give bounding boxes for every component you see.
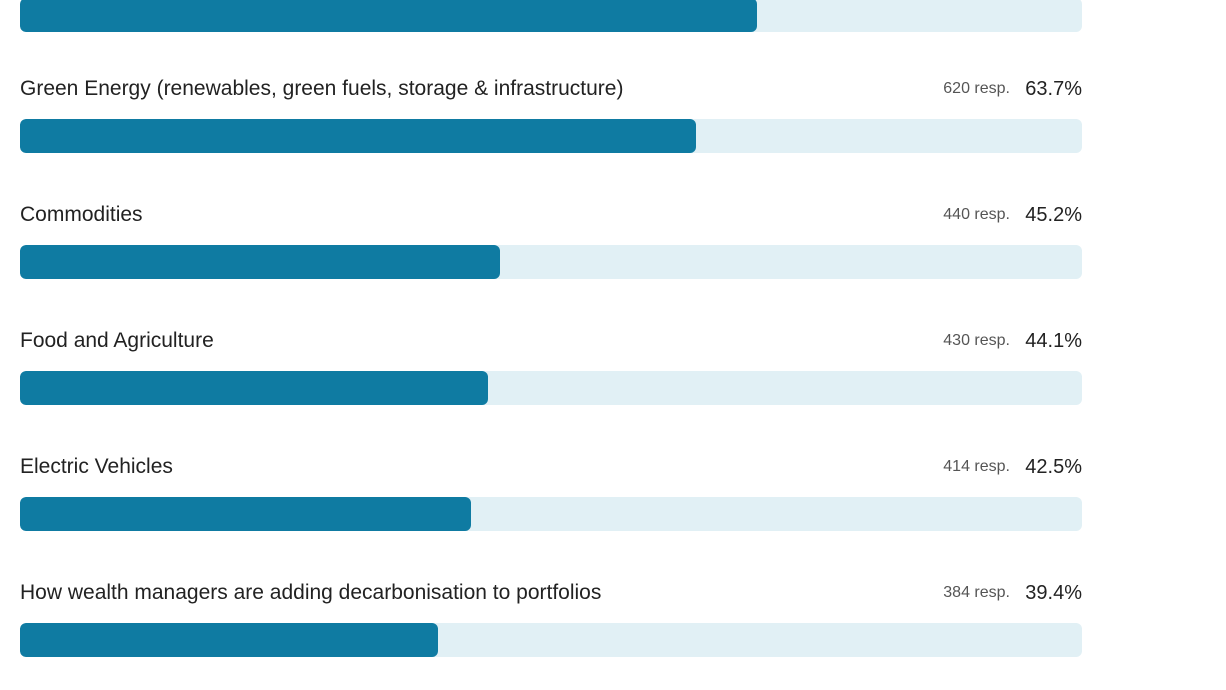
- result-row-food-agriculture: Food and Agriculture 430 resp. 44.1%: [20, 327, 1082, 405]
- option-label: Food and Agriculture: [20, 329, 214, 352]
- option-label: How wealth managers are adding decarboni…: [20, 581, 602, 604]
- progress-fill: [20, 0, 758, 32]
- progress-fill: [20, 245, 501, 279]
- result-row-green-energy: Green Energy (renewables, green fuels, s…: [20, 75, 1082, 153]
- progress-fill: [20, 497, 472, 531]
- percent-value: 45.2%: [1025, 204, 1082, 226]
- result-row-commodities: Commodities 440 resp. 45.2%: [20, 201, 1082, 279]
- progress-fill: [20, 623, 439, 657]
- response-count: 440 resp.: [943, 206, 1010, 223]
- percent-value: 39.4%: [1025, 582, 1082, 604]
- response-count: 620 resp.: [943, 80, 1010, 97]
- option-label: Electric Vehicles: [20, 455, 173, 478]
- progress-fill: [20, 119, 697, 153]
- percent-value: 42.5%: [1025, 456, 1082, 478]
- option-label: Commodities: [20, 203, 143, 226]
- option-label: Green Energy (renewables, green fuels, s…: [20, 77, 624, 100]
- response-count: 430 resp.: [943, 332, 1010, 349]
- progress-track: [20, 371, 1082, 405]
- result-row-wealth-managers: How wealth managers are adding decarboni…: [20, 579, 1082, 657]
- progress-track: [20, 245, 1082, 279]
- response-count: 384 resp.: [943, 584, 1010, 601]
- result-row-electric-vehicles: Electric Vehicles 414 resp. 42.5%: [20, 453, 1082, 531]
- progress-track: [20, 623, 1082, 657]
- percent-value: 44.1%: [1025, 330, 1082, 352]
- percent-value: 63.7%: [1025, 78, 1082, 100]
- progress-track: [20, 119, 1082, 153]
- previous-result-bar: [20, 0, 1082, 32]
- response-count: 414 resp.: [943, 458, 1010, 475]
- progress-track: [20, 0, 1082, 32]
- progress-track: [20, 497, 1082, 531]
- progress-fill: [20, 371, 489, 405]
